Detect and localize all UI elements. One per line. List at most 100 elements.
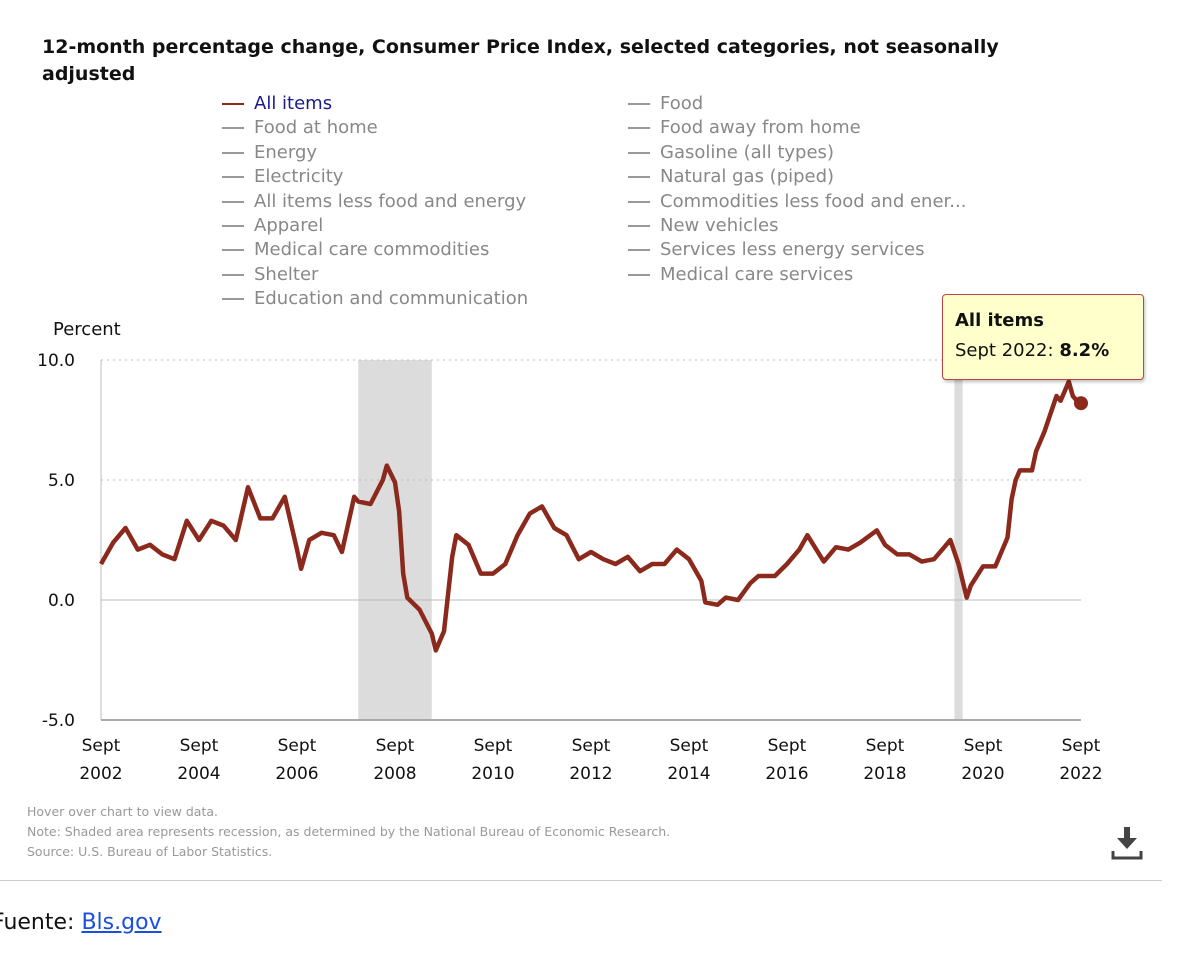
- tooltip-label: Sept 2022:: [955, 340, 1054, 361]
- legend-label: All items: [254, 93, 333, 114]
- legend-line-icon: [222, 103, 244, 105]
- x-tick-label: 2002: [79, 764, 122, 784]
- legend-item[interactable]: Gasoline (all types): [626, 141, 1026, 165]
- chart-notes: Hover over chart to view data. Note: Sha…: [27, 802, 670, 862]
- recession-band: [358, 360, 432, 720]
- legend-label: Food: [660, 93, 704, 114]
- tooltip-value: 8.2%: [1059, 340, 1110, 361]
- tooltip-body: Sept 2022: 8.2%: [955, 340, 1109, 361]
- x-tick-label: Sept: [670, 736, 709, 756]
- legend-item[interactable]: Medical care services: [626, 263, 1026, 287]
- legend-item[interactable]: All items less food and energy: [220, 190, 626, 214]
- legend-label: Medical care services: [660, 263, 854, 285]
- legend-line-icon: [628, 151, 650, 154]
- x-tick-label: 2004: [177, 764, 220, 784]
- legend-label: Education and communication: [254, 288, 529, 310]
- legend-line-icon: [222, 127, 244, 130]
- legend-item[interactable]: Commodities less food and ener...: [626, 190, 1026, 214]
- legend-item[interactable]: Electricity: [220, 165, 626, 189]
- x-tick-label: Sept: [768, 736, 807, 756]
- legend-item[interactable]: Medical care commodities: [220, 238, 626, 262]
- x-tick-label: 2022: [1059, 764, 1102, 784]
- hover-note: Hover over chart to view data.: [27, 804, 218, 819]
- hover-point: [1074, 396, 1088, 411]
- legend-label: Commodities less food and ener...: [660, 190, 967, 212]
- footer-source: Fuente: Bls.gov: [0, 910, 162, 935]
- x-tick-label: Sept: [572, 736, 611, 756]
- y-tick-label: 5.0: [48, 471, 75, 491]
- legend-line-icon: [222, 298, 244, 301]
- x-tick-label: Sept: [180, 736, 219, 756]
- x-tick-label: 2006: [275, 764, 318, 784]
- x-tick-label: 2012: [569, 764, 612, 784]
- legend-label: Medical care commodities: [254, 239, 490, 261]
- legend-item[interactable]: All items: [220, 92, 626, 116]
- legend-line-icon: [628, 103, 650, 105]
- x-tick-label: 2018: [863, 764, 906, 784]
- legend-line-icon: [628, 249, 650, 252]
- legend-label: Food at home: [254, 117, 378, 139]
- recession-note: Note: Shaded area represents recession, …: [27, 824, 671, 839]
- recession-band: [954, 360, 963, 720]
- legend-item[interactable]: Food: [626, 92, 1026, 116]
- x-tick-label: Sept: [278, 736, 317, 756]
- legend-label: Services less energy services: [660, 239, 925, 261]
- download-icon: [1111, 827, 1143, 860]
- legend-label: New vehicles: [660, 215, 779, 237]
- y-tick-label: -5.0: [42, 711, 75, 731]
- y-axis-label: Percent: [53, 319, 121, 340]
- series-line-all-items: [99, 379, 1083, 653]
- tooltip: All items Sept 2022: 8.2%: [942, 294, 1144, 380]
- x-tick-label: 2008: [373, 764, 416, 784]
- x-tick-label: Sept: [376, 736, 415, 756]
- y-tick-label: 0.0: [48, 591, 75, 611]
- x-tick-label: Sept: [1062, 736, 1101, 756]
- x-tick-label: 2014: [667, 764, 710, 784]
- legend-line-icon: [628, 273, 650, 276]
- legend-item[interactable]: Shelter: [220, 263, 626, 287]
- legend-line-icon: [222, 151, 244, 154]
- legend-item[interactable]: Education and communication: [220, 287, 626, 311]
- download-button[interactable]: [1110, 826, 1144, 860]
- legend-line-icon: [628, 200, 650, 203]
- legend: All items Food Food at home Food away from …: [220, 92, 1040, 312]
- source-note: Source: U.S. Bureau of Labor Statistics.: [27, 844, 273, 859]
- legend-line-icon: [222, 200, 244, 203]
- legend-item[interactable]: Apparel: [220, 214, 626, 238]
- x-tick-label: Sept: [866, 736, 905, 756]
- legend-item[interactable]: Energy: [220, 141, 626, 165]
- bls-link[interactable]: Bls.gov: [81, 910, 162, 935]
- legend-item[interactable]: New vehicles: [626, 214, 1026, 238]
- x-tick-label: 2016: [765, 764, 808, 784]
- legend-line-icon: [222, 176, 244, 179]
- tooltip-title: All items: [955, 310, 1044, 331]
- x-tick-label: 2010: [471, 764, 514, 784]
- legend-item[interactable]: Food at home: [220, 116, 626, 140]
- legend-line-icon: [628, 176, 650, 179]
- legend-label: Apparel: [254, 215, 324, 237]
- x-tick-label: 2020: [961, 764, 1004, 784]
- chart-title: 12-month percentage change, Consumer Pri…: [42, 36, 999, 85]
- chart[interactable]: 10.0 5.0 0.0 -5.0 Percent Sept 2002 Sept 2004 Sep…: [0, 0, 1198, 800]
- legend-label: Natural gas (piped): [660, 166, 835, 188]
- legend-label: Gasoline (all types): [660, 141, 834, 163]
- legend-label: Electricity: [254, 166, 344, 188]
- legend-line-icon: [222, 249, 244, 252]
- legend-label: Energy: [254, 141, 318, 163]
- legend-line-icon: [222, 225, 244, 228]
- legend-item[interactable]: Natural gas (piped): [626, 165, 1026, 189]
- legend-line-icon: [222, 273, 244, 276]
- legend-line-icon: [628, 225, 650, 228]
- y-tick-label: 10.0: [37, 351, 75, 371]
- legend-item[interactable]: Services less energy services: [626, 238, 1026, 262]
- legend-item[interactable]: Food away from home: [626, 116, 1026, 140]
- x-tick-label: Sept: [474, 736, 513, 756]
- legend-label: Shelter: [254, 263, 319, 285]
- legend-label: Food away from home: [660, 117, 861, 139]
- legend-line-icon: [628, 127, 650, 130]
- x-tick-label: Sept: [82, 736, 121, 756]
- divider: [0, 880, 1162, 881]
- x-tick-label: Sept: [964, 736, 1003, 756]
- footer-prefix: Fuente:: [0, 910, 75, 935]
- legend-label: All items less food and energy: [254, 190, 527, 212]
